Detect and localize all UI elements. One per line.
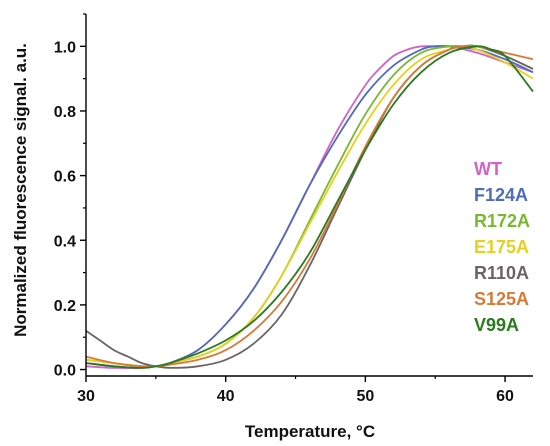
series-line-f124a xyxy=(85,45,534,369)
x-tick-label: 50 xyxy=(356,388,374,405)
plot-frame xyxy=(85,14,533,377)
x-tick-label: 60 xyxy=(496,388,514,405)
legend-label-v99a: V99A xyxy=(474,315,519,335)
series-line-wt xyxy=(85,44,534,370)
series-line-v99a xyxy=(85,45,534,369)
y-tick-label: 0.6 xyxy=(54,169,76,186)
legend-label-s125a: S125A xyxy=(474,289,529,309)
series-line-s125a xyxy=(85,44,534,368)
series-lines xyxy=(85,44,534,370)
x-tick-label: 40 xyxy=(217,388,235,405)
x-axis-title: Temperature, °C xyxy=(245,422,375,441)
series-line-r172a xyxy=(85,44,534,368)
y-tick-label: 0.4 xyxy=(54,233,76,250)
legend-label-r172a: R172A xyxy=(474,211,530,231)
y-tick-label: 0.8 xyxy=(54,104,76,121)
y-tick-label: 0.2 xyxy=(54,298,76,315)
y-tick-label: 0.0 xyxy=(54,363,76,380)
x-tick-label: 30 xyxy=(77,388,95,405)
legend-label-wt: WT xyxy=(474,159,502,179)
x-axis-ticks: 30 40 50 60 xyxy=(77,376,514,405)
legend: WT F124A R172A E175A R110A S125A V99A xyxy=(474,159,530,335)
y-axis-ticks: 0.0 0.2 0.4 0.6 0.8 1.0 xyxy=(54,13,86,380)
y-tick-label: 1.0 xyxy=(54,39,76,56)
legend-label-f124a: F124A xyxy=(474,185,528,205)
series-line-e175a xyxy=(85,45,534,368)
y-axis-title: Normalized fluorescence signal. a.u. xyxy=(11,43,30,337)
legend-label-e175a: E175A xyxy=(474,237,529,257)
series-line-r110a xyxy=(85,44,534,369)
legend-label-r110a: R110A xyxy=(474,263,529,283)
